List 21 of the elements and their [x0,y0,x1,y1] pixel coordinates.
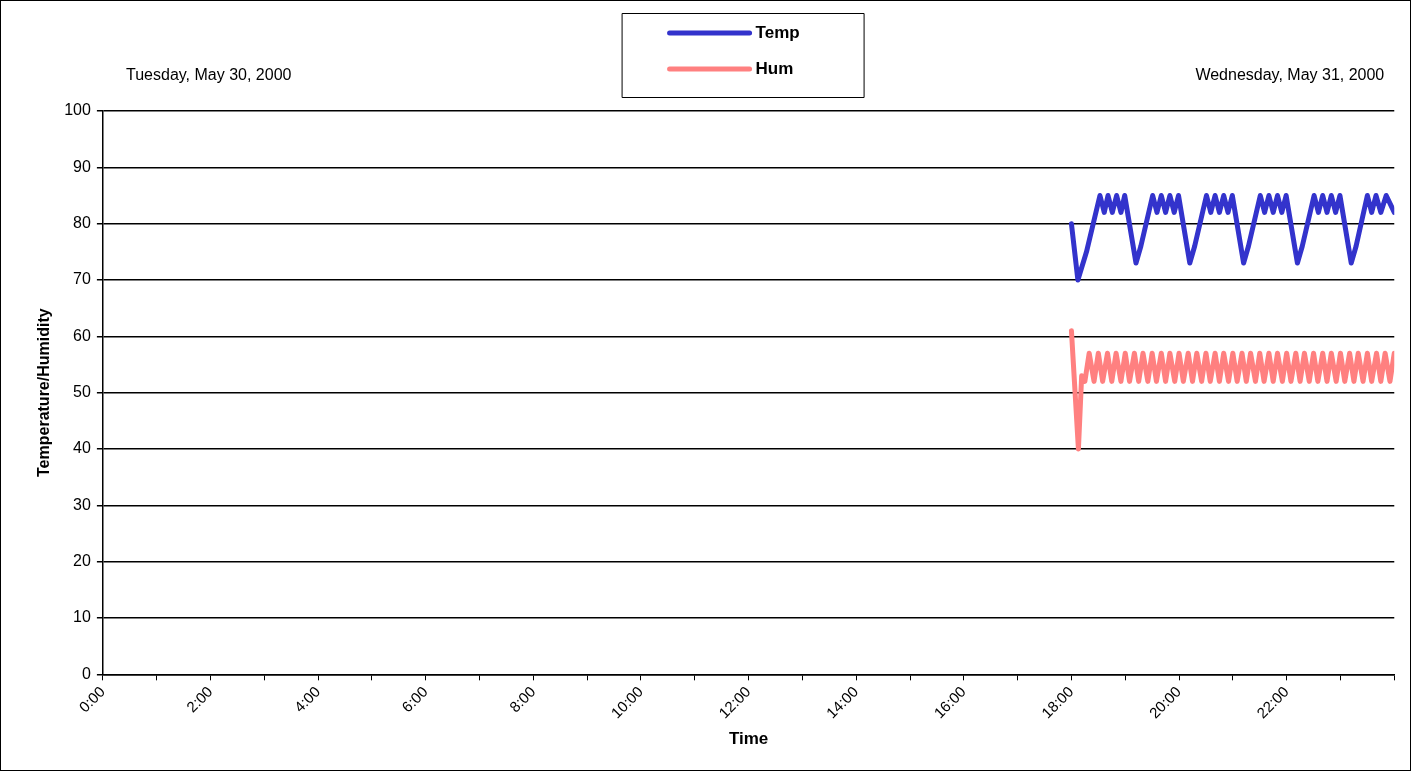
y-tick-label: 20 [73,552,91,570]
y-tick-label: 50 [73,383,91,401]
x-axis-title: Time [728,729,769,749]
y-tick-label: 70 [73,270,91,288]
y-tick-label: 40 [73,439,91,457]
x-tick-label: 4:00 [290,682,324,716]
legend-label: Temp [755,22,800,42]
y-tick-label: 10 [73,608,91,626]
y-tick-label: 30 [73,495,91,513]
y-axis-title: Temperature/Humidity [35,308,53,477]
y-tick-label: 80 [73,214,91,232]
y-tick-label: 100 [64,101,91,119]
x-tick-label: 8:00 [505,682,539,716]
text: Wednesday, May 31, 2000 [1195,66,1385,84]
x-tick-label: 6:00 [398,682,431,716]
y-tick-label: 60 [73,326,91,344]
y-tick-label: 0 [81,664,91,682]
legend-label: Hum [755,58,794,78]
text: Tuesday, May 30, 2000 [126,66,292,84]
y-tick-label: 90 [73,157,91,175]
x-tick-label: 0:00 [75,682,108,716]
